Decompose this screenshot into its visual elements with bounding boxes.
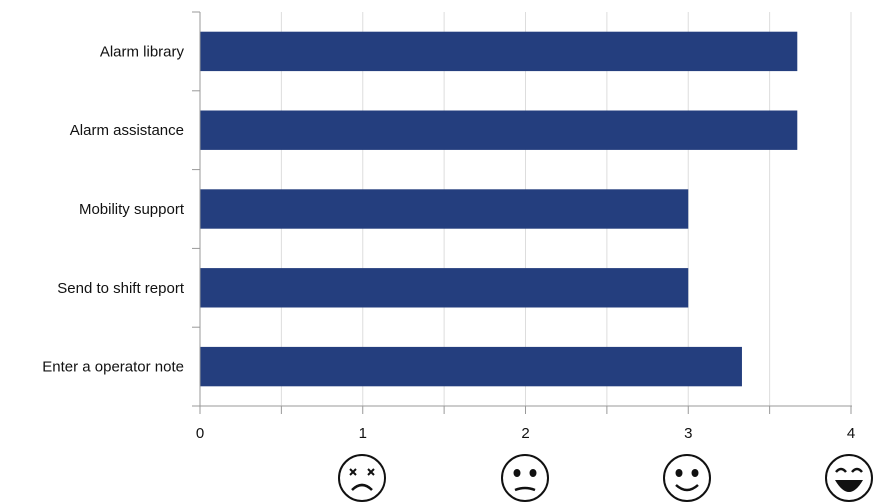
bar [200,268,689,308]
category-label: Alarm library [100,43,185,60]
axes [192,11,852,414]
x-tick-label: 0 [196,425,204,442]
x-tick-label: 3 [684,425,692,442]
bar [200,346,742,387]
x-tick-label: 2 [521,425,529,442]
category-label: Send to shift report [57,280,185,297]
x-tick-label: 4 [847,425,855,442]
smiling-face-icon [663,454,711,502]
frowning-face-icon [501,454,549,502]
bars [200,31,798,387]
grinning-face-icon [825,454,873,502]
tick-labels: 0 1 2 3 4 [196,425,855,442]
bar [200,110,798,150]
category-label: Enter a operator note [42,359,184,376]
dizzy-face-icon [338,454,386,502]
category-label: Alarm assistance [70,122,184,139]
category-labels: Alarm library Alarm assistance Mobility su… [42,43,185,375]
bar [200,31,798,72]
bar [200,189,689,229]
category-label: Mobility support [79,201,185,218]
x-tick-label: 1 [359,425,367,442]
